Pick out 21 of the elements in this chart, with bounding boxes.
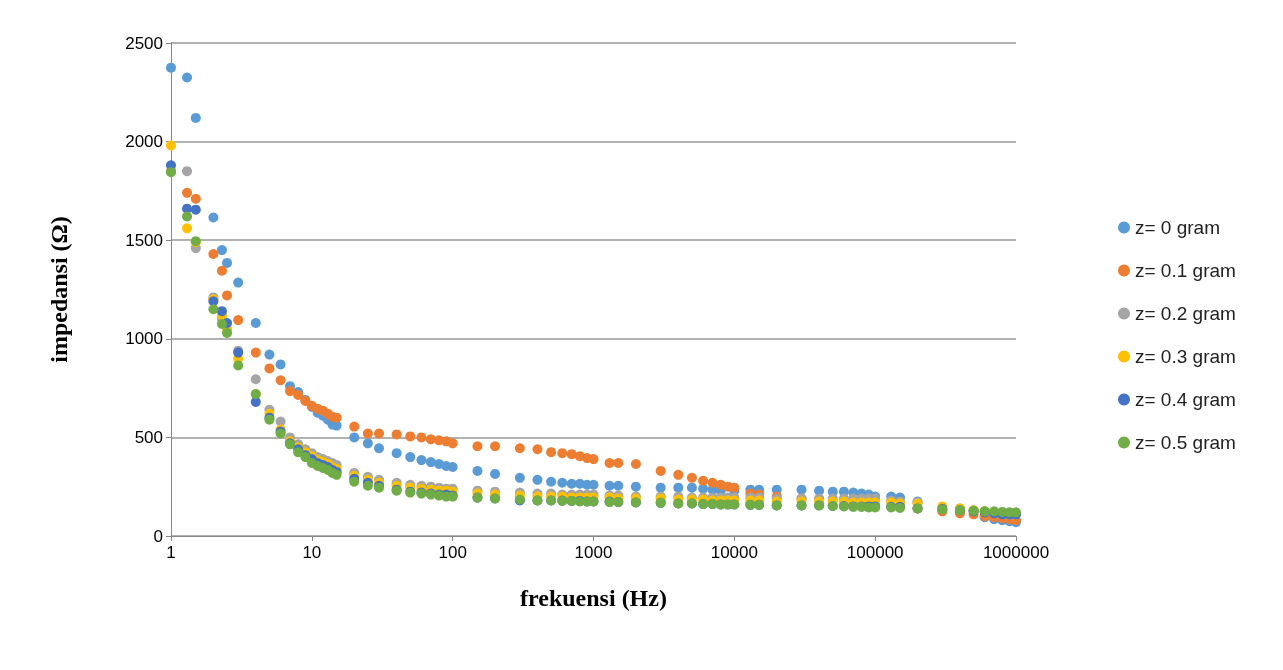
y-tick-label: 0 [153,526,163,546]
y-tick-label: 1500 [125,230,163,250]
y-tick-label: 500 [134,427,163,447]
x-tick-label: 1000000 [982,543,1050,562]
legend-label: z= 0.1 gram [1135,260,1236,281]
x-tick-label: 1 [166,543,176,562]
x-tick-label: 100 [438,543,467,562]
legend-label: z= 0.2 gram [1135,303,1236,324]
x-tick-label: 10000 [710,543,758,562]
x-tick-label: 1000 [574,543,613,562]
x-tick-label: 10 [302,543,322,562]
legend-label: z= 0 gram [1135,217,1221,238]
x-axis-title: frekuensi (Hz) [520,585,667,611]
y-tick-label: 2000 [125,132,163,152]
y-axis-title: impedansi (Ω) [46,216,72,363]
y-tick-label: 1000 [125,329,163,349]
legend-label: z= 0.5 gram [1135,432,1236,453]
legend-label: z= 0.4 gram [1135,389,1236,410]
legend-label: z= 0.3 gram [1135,346,1236,367]
y-tick-label: 2500 [125,33,163,53]
x-tick-label: 100000 [846,543,904,562]
